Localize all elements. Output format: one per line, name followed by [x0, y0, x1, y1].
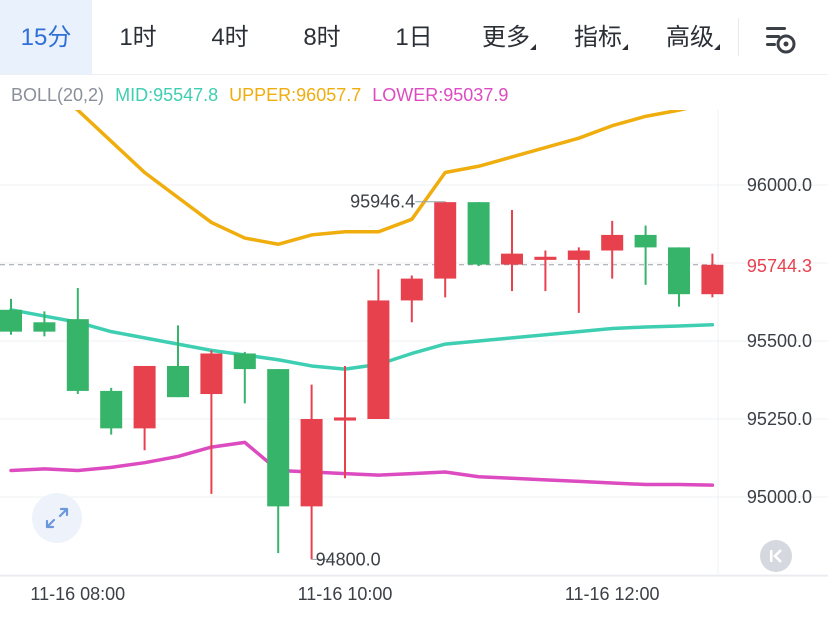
tab-indicators[interactable]: 指标	[560, 0, 636, 74]
candle-body	[100, 390, 123, 429]
tab-15m[interactable]: 15分	[0, 0, 92, 74]
tab-divider	[738, 18, 739, 56]
expand-icon[interactable]	[32, 493, 82, 543]
scroll-to-latest-icon[interactable]	[760, 540, 792, 572]
candlestick-chart[interactable]: 95000.0 95250.0 95500.0 96000.0 11-16 08:00 1…	[0, 110, 828, 618]
current-price-label: 95744.3	[747, 256, 812, 276]
candle-body	[601, 234, 624, 251]
candle-body	[133, 365, 156, 429]
boll-upper-line	[74, 110, 688, 247]
tab-advanced[interactable]: 高级	[652, 0, 728, 74]
x-tick-label: 11-16 10:00	[298, 584, 393, 604]
boll-mid-line	[9, 308, 715, 371]
candle-body	[668, 247, 690, 295]
candle-body	[567, 250, 590, 260]
timeframe-tab-bar: 15分 1时 4时 8时 1日 更多 指标 高级	[0, 0, 828, 75]
y-tick-label: 96000.0	[747, 175, 812, 195]
candle-body	[434, 202, 457, 279]
x-tick-label: 11-16 08:00	[30, 584, 125, 604]
tab-1d[interactable]: 1日	[395, 24, 433, 51]
candle-body	[0, 309, 22, 332]
candle-body	[701, 264, 724, 295]
candle-body	[233, 353, 256, 370]
tab-8h[interactable]: 8时	[303, 24, 341, 51]
candle-body	[501, 253, 523, 265]
low-annotation-label: 94800.0	[316, 549, 381, 569]
tab-1h[interactable]: 1时	[119, 24, 157, 51]
tab-more[interactable]: 更多	[468, 0, 544, 74]
tab-advanced-label: 高级	[666, 24, 714, 51]
tab-4h[interactable]: 4时	[211, 24, 249, 51]
boll-legend: BOLL(20,2) MID:95547.8 UPPER:96057.7 LOW…	[11, 85, 514, 106]
boll-name: BOLL(20,2)	[11, 85, 105, 105]
tab-more-label: 更多	[482, 24, 530, 51]
candle-body	[267, 369, 290, 507]
y-tick-label: 95500.0	[747, 331, 812, 351]
candle-body	[167, 365, 189, 398]
y-tick-label: 95250.0	[747, 409, 812, 429]
tab-indicators-label: 指标	[574, 24, 622, 51]
boll-upper-value: UPPER:96057.7	[229, 85, 362, 105]
caret-down-icon	[530, 44, 536, 50]
candle-body	[367, 300, 390, 419]
candle-body	[534, 256, 557, 260]
boll-lower-line	[9, 440, 715, 487]
candle-body	[467, 202, 490, 265]
boll-lower-value: LOWER:95037.9	[372, 85, 509, 105]
boll-mid-value: MID:95547.8	[115, 85, 219, 105]
candle-body	[334, 417, 356, 421]
candle-body	[634, 234, 657, 248]
candle-body	[33, 322, 56, 332]
chart-settings-icon[interactable]	[758, 18, 802, 58]
caret-down-icon	[622, 44, 628, 50]
y-tick-label: 95000.0	[747, 487, 812, 507]
caret-down-icon	[714, 44, 720, 50]
x-tick-label: 11-16 12:00	[565, 584, 660, 604]
candle-body	[400, 278, 423, 301]
candle-body	[300, 419, 323, 507]
candle-body	[66, 319, 89, 391]
candle-body	[200, 353, 223, 395]
high-annotation-label: 95946.4	[350, 192, 415, 212]
